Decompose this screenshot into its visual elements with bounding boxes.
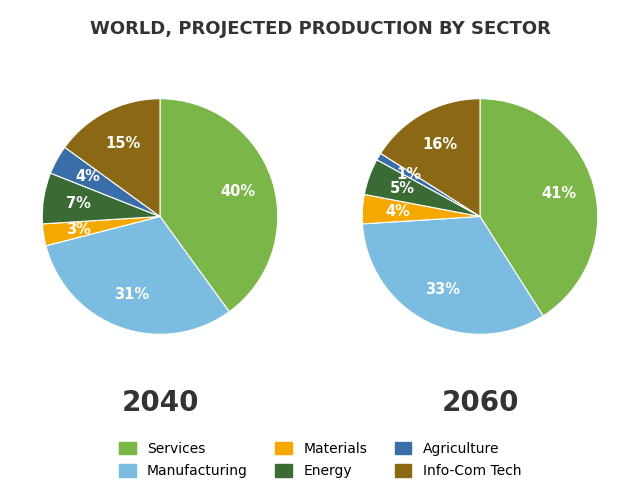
Wedge shape	[42, 173, 160, 224]
Wedge shape	[42, 216, 160, 246]
Text: 4%: 4%	[76, 169, 100, 184]
Text: 16%: 16%	[423, 137, 458, 152]
Text: 2040: 2040	[121, 389, 199, 417]
Text: 3%: 3%	[66, 222, 91, 237]
Text: 33%: 33%	[425, 282, 460, 298]
Text: 1%: 1%	[397, 167, 422, 182]
Text: 41%: 41%	[541, 186, 577, 201]
Wedge shape	[46, 216, 229, 334]
Wedge shape	[160, 99, 278, 312]
Text: 31%: 31%	[115, 286, 150, 302]
Wedge shape	[377, 154, 480, 216]
Text: 40%: 40%	[221, 184, 256, 198]
Text: WORLD, PROJECTED PRODUCTION BY SECTOR: WORLD, PROJECTED PRODUCTION BY SECTOR	[90, 20, 550, 38]
Wedge shape	[362, 216, 543, 334]
Wedge shape	[362, 194, 480, 224]
Text: 4%: 4%	[385, 204, 410, 219]
Legend: Services, Manufacturing, Materials, Energy, Agriculture, Info-Com Tech: Services, Manufacturing, Materials, Ener…	[112, 435, 528, 485]
Wedge shape	[65, 99, 160, 216]
Text: 15%: 15%	[105, 135, 140, 151]
Text: 7%: 7%	[66, 196, 91, 211]
Text: 5%: 5%	[390, 181, 415, 196]
Wedge shape	[480, 99, 598, 316]
Wedge shape	[381, 99, 480, 216]
Wedge shape	[51, 147, 160, 216]
Wedge shape	[364, 160, 480, 216]
Text: 2060: 2060	[441, 389, 519, 417]
